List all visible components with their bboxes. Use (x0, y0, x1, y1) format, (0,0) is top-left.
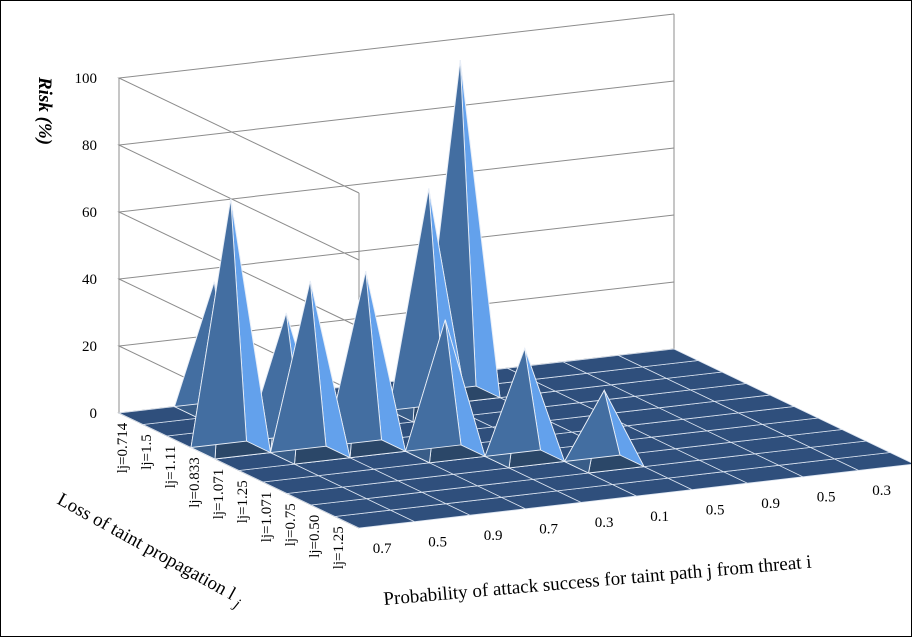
y-tick-label: lj=0.50 (307, 515, 323, 558)
y-tick-label: lj=1.25 (235, 480, 251, 523)
z-tick-label: 0 (90, 406, 98, 422)
floor-cell (617, 348, 700, 368)
surface-facet (484, 346, 542, 457)
x-tick-label: 0.7 (373, 541, 392, 557)
x-tick-label: 0.9 (484, 528, 503, 544)
z-axis-ticks: 0 20 40 60 80 100 (75, 71, 98, 422)
y-tick-label: lj=1.11 (163, 446, 179, 489)
surface-facet (388, 188, 445, 411)
x-tick-label: 0.9 (761, 496, 780, 512)
x-tick-label: 0.5 (706, 502, 725, 518)
x-tick-label: 0.5 (817, 490, 836, 506)
z-gridline (117, 13, 675, 194)
z-tick-label: 60 (82, 205, 97, 221)
z-gridline (117, 80, 675, 261)
y-tick-label: lj=1.25 (331, 526, 347, 569)
y-tick-label: lj=1.071 (259, 492, 275, 543)
z-tick-label: 20 (82, 339, 97, 355)
x-tick-label: 0.1 (650, 509, 669, 525)
y-axis-ticks: lj=1.25 lj=0.50 lj=0.75 lj=1.071 lj=1.25 lj=1… (115, 422, 347, 569)
x-tick-label: 0.3 (872, 483, 891, 499)
x-tick-label: 0.7 (539, 522, 558, 538)
x-axis-title-text: Probability of attack success for taint … (383, 552, 813, 610)
surface-facet (325, 271, 382, 447)
z-axis-title: Risk (%) (34, 76, 55, 145)
y-tick-label: lj=0.714 (115, 422, 131, 473)
z-tick-label: 100 (75, 71, 98, 87)
z-tick-label: 40 (82, 272, 97, 288)
surface-facet (190, 198, 247, 449)
surface-facet (404, 319, 462, 452)
x-axis-ticks: 0.7 0.5 0.9 0.7 0.3 0.1 0.5 0.9 0.5 0.3 (373, 483, 891, 557)
z-tick-label: 80 (82, 138, 97, 154)
y-tick-label: lj=0.833 (187, 457, 203, 508)
z-gridline (117, 147, 675, 328)
y-tick-label: lj=0.75 (283, 503, 299, 546)
x-axis-title: Probability of attack success for taint … (383, 552, 813, 610)
y-tick-label: lj=1.071 (211, 469, 227, 520)
y-tick-label: lj=1.5 (139, 434, 155, 470)
x-tick-label: 0.5 (428, 534, 447, 550)
risk-surface (173, 59, 646, 474)
surface-facet (563, 389, 621, 463)
x-tick-label: 0.3 (595, 515, 614, 531)
surface-facet (269, 280, 327, 454)
